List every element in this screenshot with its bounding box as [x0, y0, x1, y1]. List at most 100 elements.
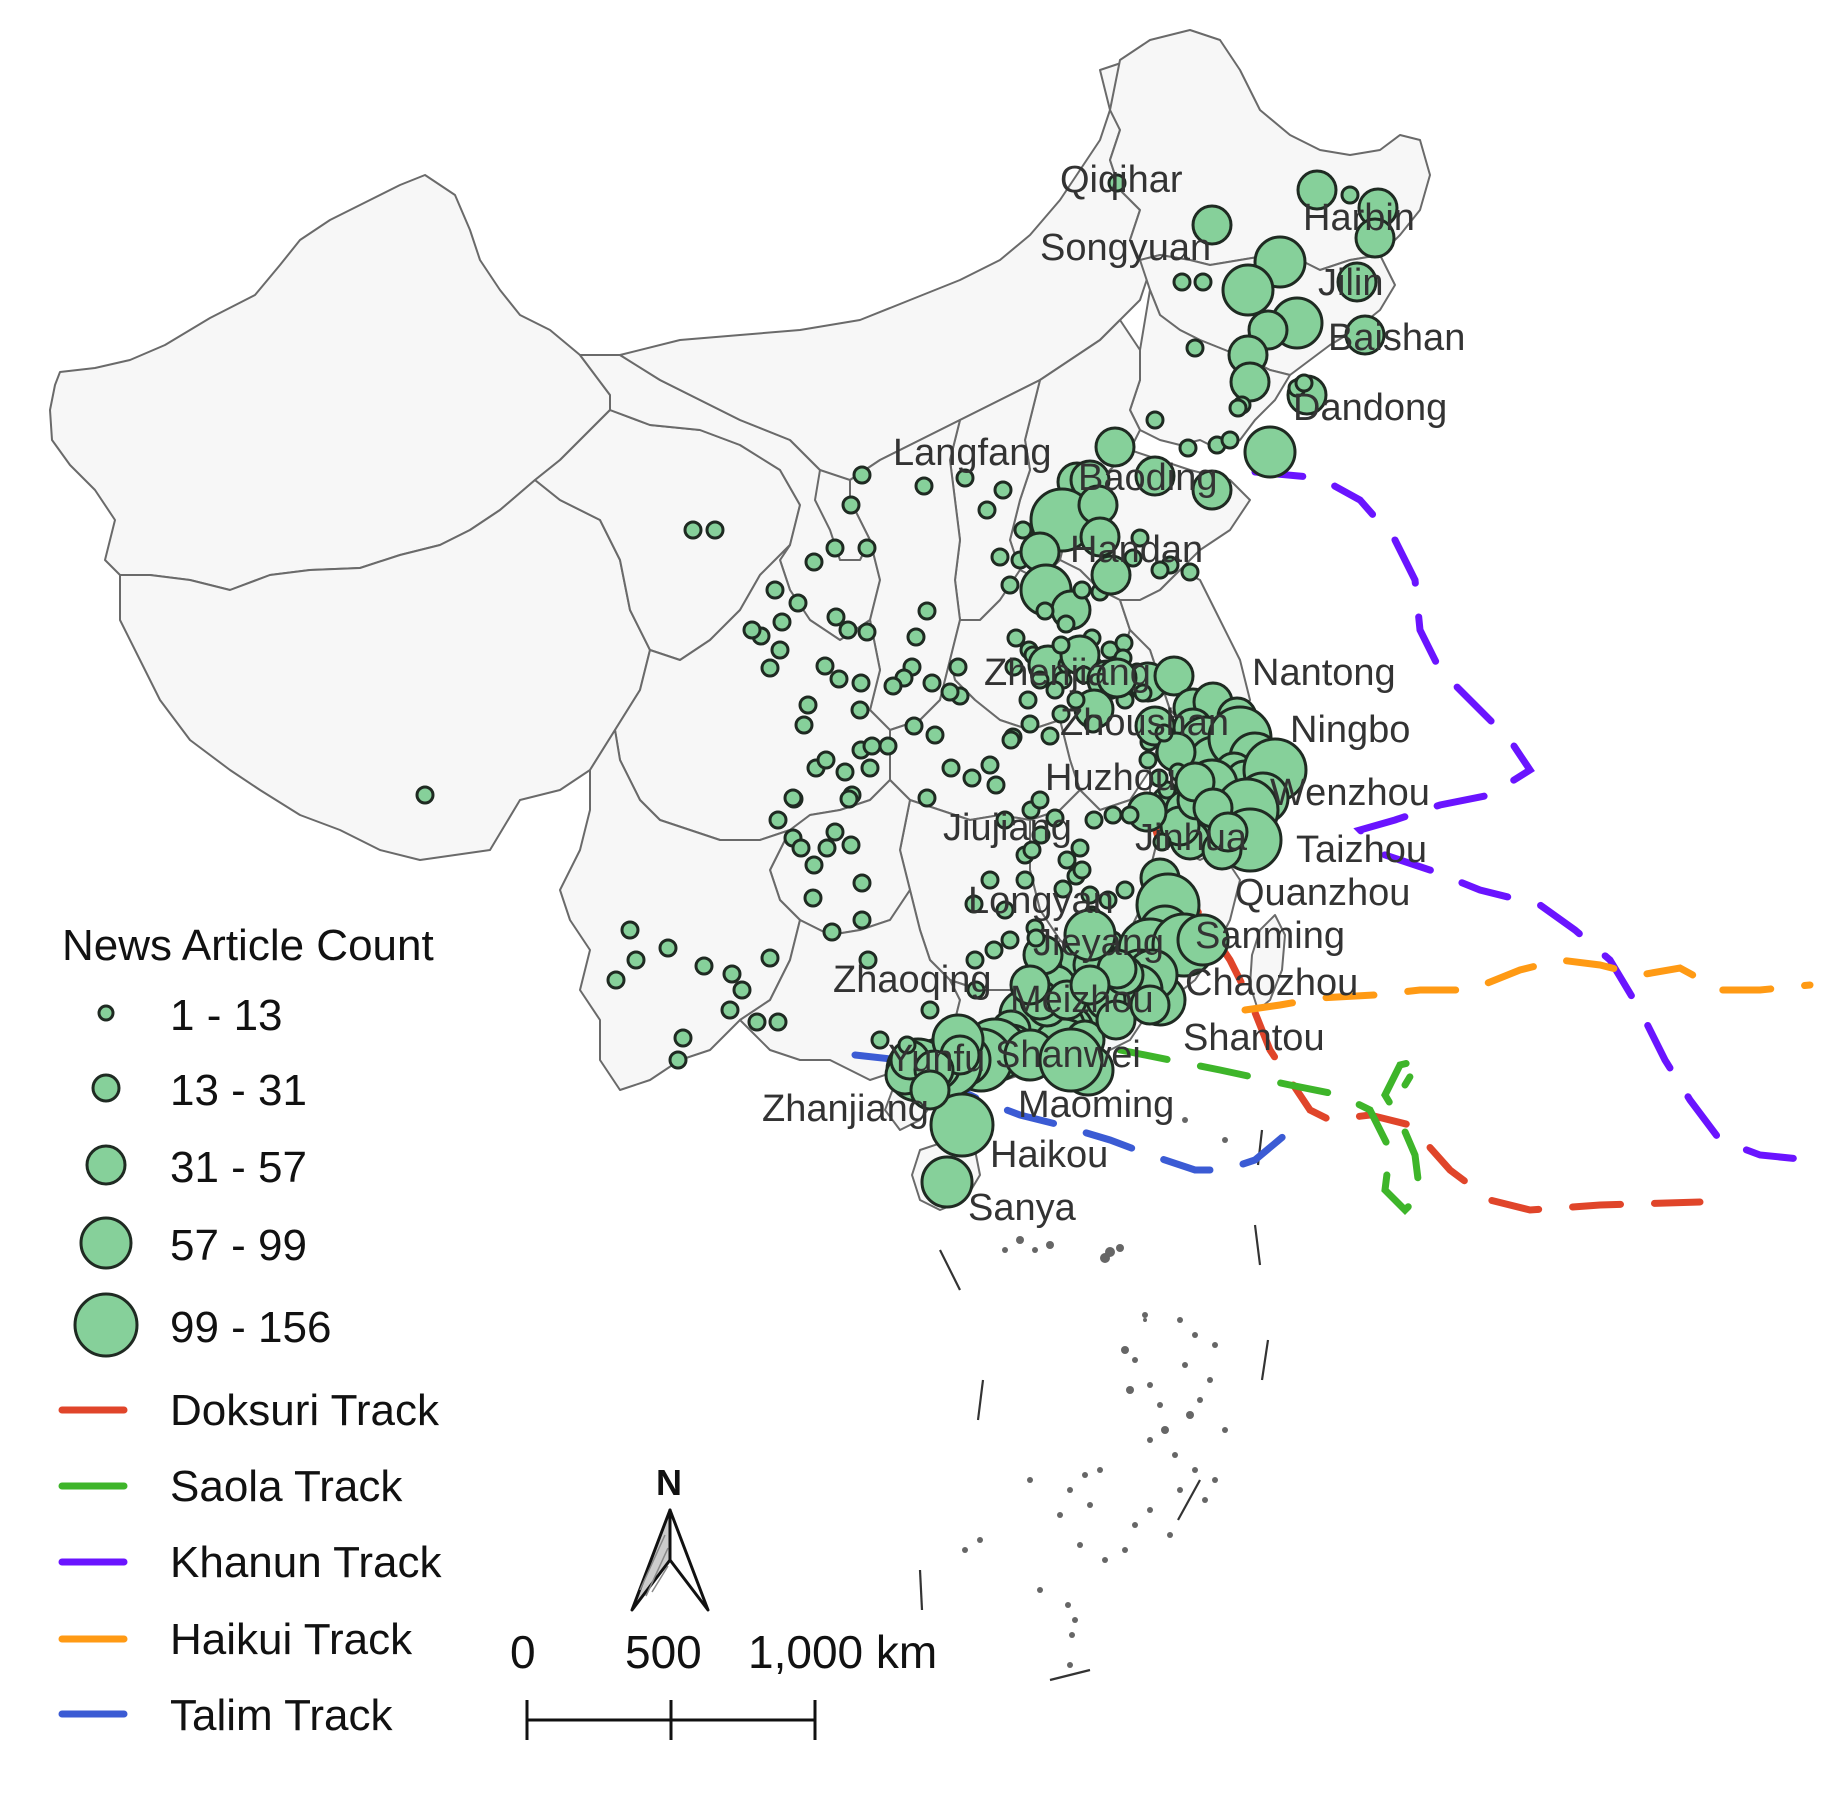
city-dot — [1083, 714, 1103, 734]
city-dot — [1243, 425, 1297, 479]
city-label-huzhou: Huzhou — [1045, 757, 1176, 799]
city-dot — [925, 725, 945, 745]
city-dot — [772, 612, 792, 632]
city-dot — [1154, 723, 1174, 743]
north-arrow: N — [630, 1462, 710, 1612]
city-dot — [747, 1012, 767, 1032]
city-dot — [1045, 680, 1065, 700]
city-dot — [1004, 657, 1024, 677]
city-dot — [841, 495, 861, 515]
legend-size-5-icon — [73, 1292, 139, 1358]
city-dot — [920, 1155, 974, 1209]
city-dot — [1340, 185, 1360, 205]
city-dot — [841, 835, 861, 855]
city-dot — [826, 607, 846, 627]
city-dot — [1079, 516, 1121, 558]
city-dot — [768, 1012, 788, 1032]
north-arrow-label: N — [656, 1462, 682, 1503]
legend-saola-label: Saola Track — [170, 1462, 403, 1511]
city-dot — [917, 788, 937, 808]
city-dot — [1051, 704, 1071, 724]
city-dot — [914, 476, 934, 496]
city-label-shantou: Shantou — [1183, 1017, 1325, 1059]
city-dot — [765, 580, 785, 600]
city-dot — [1220, 430, 1240, 450]
city-dot — [1138, 750, 1158, 770]
city-dot — [770, 640, 790, 660]
city-dot — [965, 950, 985, 970]
city-dot — [980, 870, 1000, 890]
city-label-handan: Handan — [1070, 529, 1203, 571]
city-dot — [1069, 964, 1111, 1006]
city-dot — [1026, 928, 1046, 948]
city-dot — [1096, 657, 1138, 699]
city-dot — [817, 838, 837, 858]
scale-label-0: 0 — [510, 1626, 536, 1678]
city-dot — [857, 622, 877, 642]
city-dot — [1129, 984, 1171, 1026]
city-dot — [760, 948, 780, 968]
city-dot — [980, 755, 1000, 775]
city-dot — [732, 980, 752, 1000]
city-dot — [909, 1069, 951, 1111]
city-dot — [1070, 838, 1090, 858]
city-dot — [1000, 575, 1020, 595]
city-label-taizhou: Taizhou — [1296, 829, 1427, 871]
city-label-songyuan: Songyuan — [1040, 227, 1211, 269]
city-label-ningbo: Ningbo — [1290, 709, 1410, 751]
doksuri-track — [1141, 791, 1704, 1214]
city-dot — [620, 920, 640, 940]
scale-bar: 0 500 1,000 km — [510, 1626, 937, 1740]
city-dot — [822, 922, 842, 942]
city-dot — [1103, 805, 1123, 825]
city-dot — [964, 894, 984, 914]
city-dot — [1053, 879, 1073, 899]
city-label-zhanjiang: Zhanjiang — [762, 1088, 929, 1130]
city-dot — [897, 1035, 917, 1055]
city-dot — [851, 673, 871, 693]
city-dot — [1022, 840, 1042, 860]
city-dot — [1229, 361, 1271, 403]
city-dot — [870, 1030, 890, 1050]
city-label-longyan: Longyan — [968, 880, 1114, 922]
city-dot — [768, 810, 788, 830]
city-label-jiujiang: Jiujiang — [943, 807, 1072, 849]
city-dot — [1207, 811, 1249, 853]
city-dot — [804, 552, 824, 572]
city-label-haikou: Haikou — [990, 1134, 1108, 1176]
city-label-langfang: Langfang — [893, 432, 1052, 474]
city-dot — [1145, 410, 1165, 430]
haikui-track — [1241, 956, 1814, 1014]
city-dot — [1172, 272, 1192, 292]
city-label-chaozhou: Chaozhou — [1185, 962, 1358, 1004]
city-dot — [852, 465, 872, 485]
city-dot — [883, 676, 903, 696]
legend-size-1-icon — [97, 1004, 115, 1022]
city-dot — [1133, 683, 1153, 703]
city-dot — [862, 736, 882, 756]
legend-title: News Article Count — [62, 921, 434, 970]
city-label-harbin: Harbin — [1303, 197, 1415, 239]
city-dot — [1152, 832, 1172, 852]
legend: News Article Count 1 - 13 13 - 31 31 - 5… — [58, 921, 442, 1740]
city-dot — [673, 1028, 693, 1048]
city-dot — [1153, 655, 1195, 697]
city-dot — [1115, 880, 1135, 900]
city-dot — [1056, 614, 1076, 634]
city-dot — [1185, 338, 1205, 358]
city-dot — [1030, 790, 1050, 810]
city-dot — [1336, 261, 1378, 303]
city-label-wenzhou: Wenzhou — [1270, 772, 1430, 814]
city-dot — [1051, 635, 1071, 655]
city-dot — [1045, 808, 1065, 828]
city-dot — [839, 789, 859, 809]
province-taiwan — [1249, 914, 1286, 1011]
city-dot — [1221, 263, 1275, 317]
city-dot — [1018, 690, 1038, 710]
city-dot — [791, 838, 811, 858]
city-label-jilin: Jilin — [1318, 262, 1383, 304]
city-dot — [1130, 528, 1150, 548]
city-dot — [1009, 964, 1051, 1006]
city-dot — [993, 480, 1013, 500]
city-dot — [1134, 455, 1176, 497]
